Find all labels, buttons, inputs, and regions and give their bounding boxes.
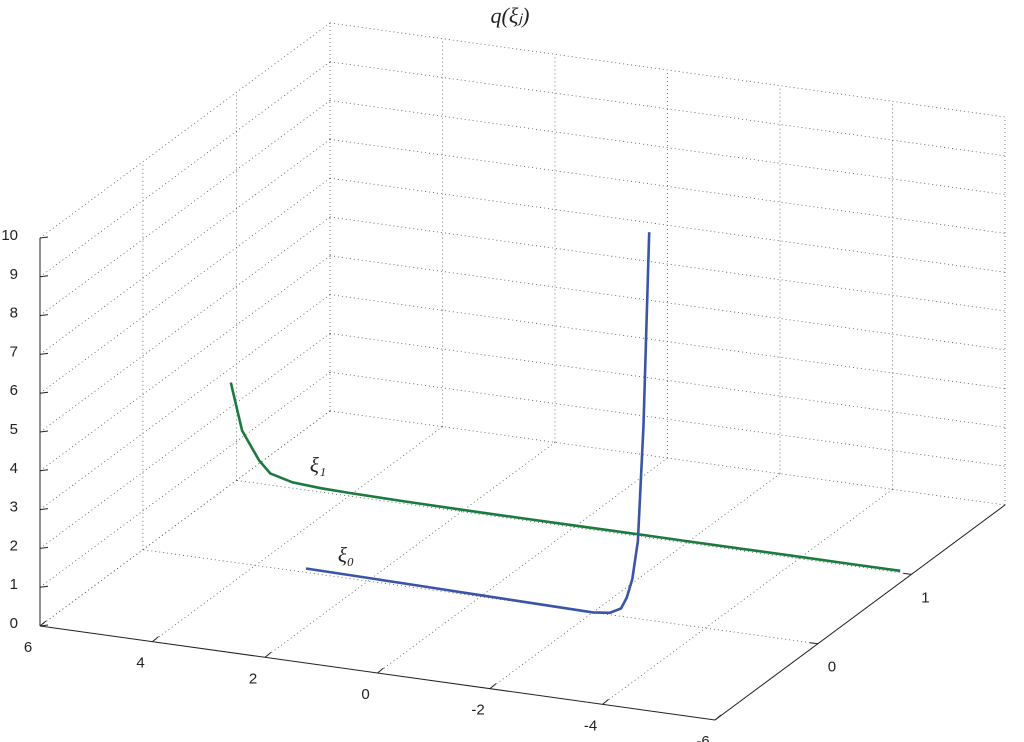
grid-line xyxy=(329,216,1006,312)
grid-line xyxy=(39,100,331,316)
grid-line xyxy=(152,426,443,642)
series-line xyxy=(229,382,901,573)
grid-line xyxy=(39,177,331,394)
grid-line xyxy=(329,177,1006,273)
z-tick xyxy=(39,585,49,588)
z-tick xyxy=(39,469,49,472)
grid-line xyxy=(329,22,1006,118)
z-tick-label: 10 xyxy=(1,227,18,244)
z-tick-label: 4 xyxy=(10,460,18,477)
series-line xyxy=(305,232,651,615)
grid-line xyxy=(39,139,331,355)
grid-line xyxy=(39,61,331,278)
grid-line xyxy=(329,139,1006,234)
z-tick-label: 5 xyxy=(10,421,18,438)
z-tick xyxy=(39,391,49,394)
z-tick xyxy=(39,546,49,549)
x-tick xyxy=(39,620,47,627)
grid-line xyxy=(329,333,1006,428)
x-tick-label: 0 xyxy=(361,686,369,703)
z-tick xyxy=(39,236,49,239)
grid-line xyxy=(39,294,331,510)
curve-label: ξ₀ xyxy=(338,543,354,567)
z-tick-label: 2 xyxy=(10,537,18,554)
z-tick-label: 8 xyxy=(10,305,18,322)
z-tick-label: 7 xyxy=(10,343,18,360)
x-tick xyxy=(377,667,384,674)
z-tick-label: 3 xyxy=(10,499,18,516)
x-tick-label: 4 xyxy=(136,655,144,672)
x-tick-label: 2 xyxy=(249,670,257,687)
x-tick xyxy=(152,636,159,643)
x-tick-label: -4 xyxy=(584,717,597,734)
grid-line xyxy=(329,61,1006,157)
y-tick xyxy=(903,572,912,575)
grid-line xyxy=(39,371,331,588)
y-tick-label: 1 xyxy=(921,589,929,606)
z-tick xyxy=(39,275,49,278)
y-tick-label: 0 xyxy=(828,659,836,676)
x-tick xyxy=(714,714,722,721)
z-tick xyxy=(39,508,49,511)
grid-line xyxy=(329,100,1006,195)
y-tick xyxy=(809,642,818,645)
grid-line xyxy=(602,489,893,705)
z-tick xyxy=(39,430,49,433)
grid-line xyxy=(39,410,331,627)
grid-line xyxy=(329,294,1006,389)
grid-line xyxy=(329,255,1006,351)
x-tick-label: 6 xyxy=(24,639,32,656)
x-tick xyxy=(489,683,497,690)
chart-title: q(ξⱼ) xyxy=(491,3,530,28)
z-tick-label: 9 xyxy=(10,266,18,283)
z-tick-label: 6 xyxy=(10,382,18,399)
x-tick xyxy=(264,651,272,658)
z-tick xyxy=(39,314,49,317)
grid-line xyxy=(329,410,1006,506)
grid-line xyxy=(377,457,668,674)
grid-line xyxy=(39,216,331,433)
grid-line xyxy=(39,22,331,239)
grid-line xyxy=(489,473,781,689)
z-tick xyxy=(39,624,49,627)
grid-line xyxy=(236,479,912,575)
z-tick xyxy=(39,352,49,355)
grid-line xyxy=(142,549,818,645)
curve-label: ξ₁ xyxy=(310,453,326,477)
x-tick xyxy=(602,698,609,705)
y-axis xyxy=(714,504,1006,721)
grid-line xyxy=(329,371,1006,467)
grid-line xyxy=(264,442,556,658)
z-tick-label: 1 xyxy=(10,576,18,593)
grid-line xyxy=(39,255,331,472)
grid-line xyxy=(39,333,331,549)
x-tick-label: -2 xyxy=(471,702,484,719)
z-tick-label: 0 xyxy=(10,615,18,632)
x-tick-label: -6 xyxy=(696,733,709,742)
